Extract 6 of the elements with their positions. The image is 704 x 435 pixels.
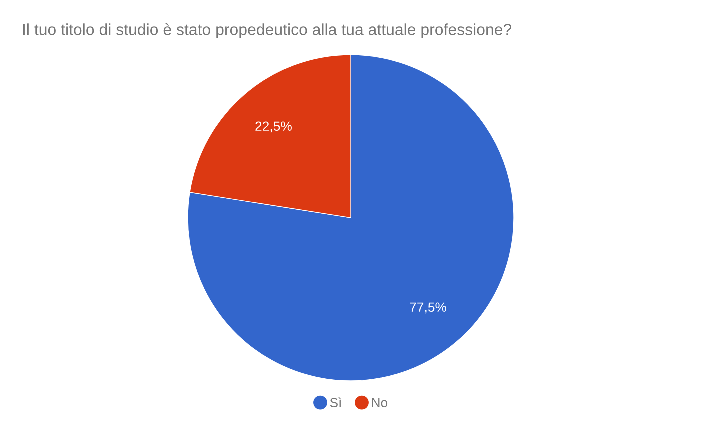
legend-label: Sì [330,398,342,408]
pie-slice [188,54,514,382]
data-label: 22,5% [256,122,292,133]
chart-title: Il tuo titolo di studio è stato propedeutico alla tua attuale professione? [23,23,512,39]
data-label: 77,5% [410,302,447,314]
legend-label: No [372,398,388,408]
